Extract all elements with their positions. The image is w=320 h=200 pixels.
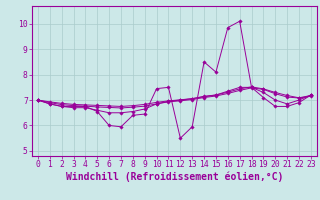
- X-axis label: Windchill (Refroidissement éolien,°C): Windchill (Refroidissement éolien,°C): [66, 172, 283, 182]
